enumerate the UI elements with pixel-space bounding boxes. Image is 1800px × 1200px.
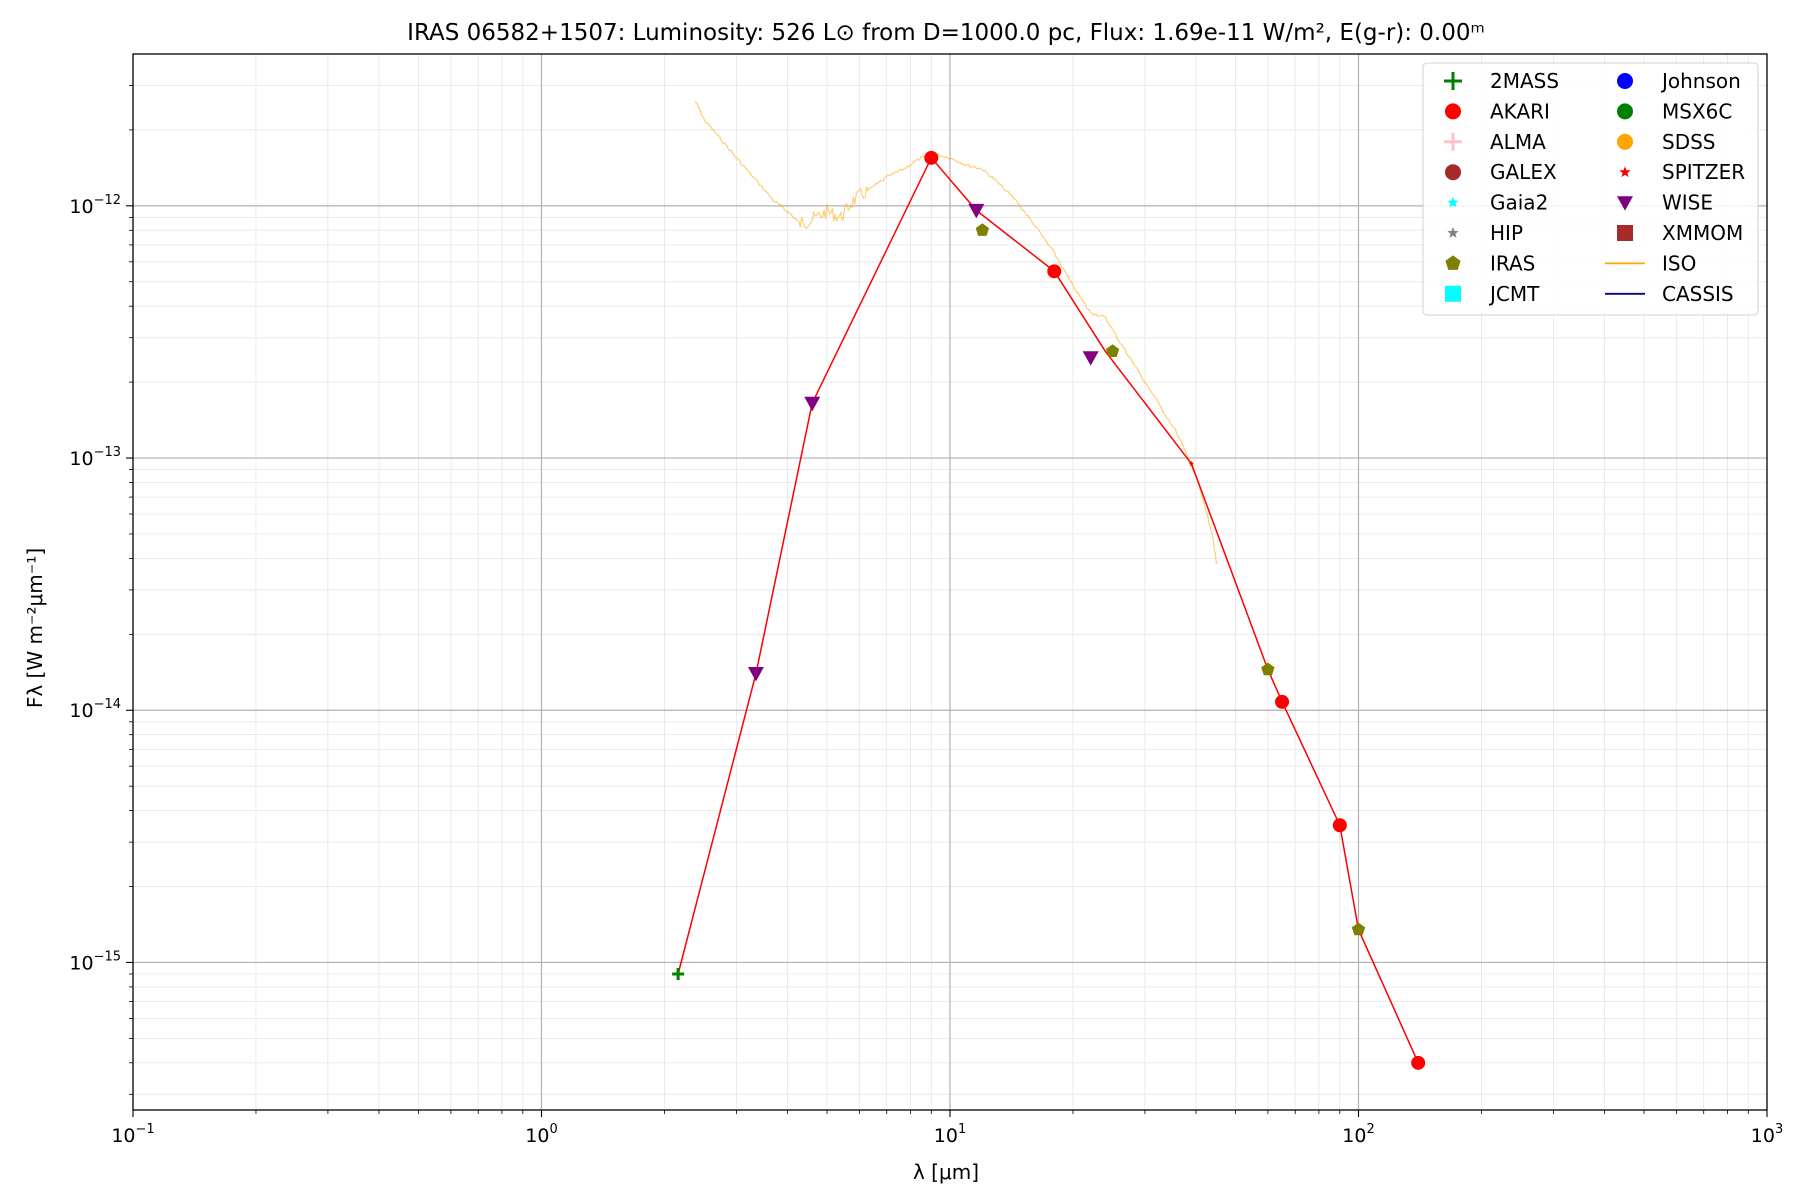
legend-item: Gaia2 (1447, 191, 1548, 215)
legend-item: MSX6C (1617, 99, 1732, 123)
legend-item: SPITZER (1619, 160, 1745, 184)
x-tick-label: 10−1 (111, 1122, 154, 1147)
legend-marker-spitzer (1619, 166, 1631, 178)
legend-label: Gaia2 (1490, 191, 1548, 215)
legend-label: Johnson (1660, 69, 1741, 93)
data-point-akari (1332, 818, 1347, 833)
legend-label: SPITZER (1662, 160, 1745, 184)
legend-marker-johnson (1617, 73, 1633, 89)
x-axis-label: λ [μm] (913, 1160, 979, 1184)
legend-item: 2MASS (1444, 69, 1559, 93)
legend-label: WISE (1662, 191, 1713, 215)
x-tick-label: 100 (525, 1122, 557, 1147)
minor-grid (133, 54, 1767, 1110)
legend-item: SDSS (1617, 130, 1716, 154)
legend-item: JCMT (1445, 282, 1540, 306)
legend-item: ALMA (1444, 130, 1546, 154)
data-point-2mass (672, 967, 685, 980)
data-point-wise (747, 666, 764, 682)
x-tick-label: 101 (934, 1122, 966, 1147)
legend-item: CASSIS (1605, 282, 1734, 306)
data-point-wise (804, 396, 821, 412)
legend-marker-sdss (1617, 133, 1633, 150)
legend-item: Johnson (1617, 69, 1741, 93)
legend-item: HIP (1447, 221, 1523, 245)
x-tick-label: 102 (1342, 1122, 1374, 1147)
data-point-iras (1261, 662, 1275, 676)
legend-marker-2mass (1444, 72, 1462, 90)
x-tick-label: 103 (1751, 1122, 1783, 1147)
legend-item: WISE (1617, 191, 1713, 215)
legend-label: 2MASS (1490, 69, 1559, 93)
legend-label: JCMT (1488, 282, 1540, 306)
legend-marker-msx6c (1617, 103, 1633, 120)
chart-title: IRAS 06582+1507: Luminosity: 526 L⊙ from… (407, 20, 1485, 46)
data-point-iras (1105, 344, 1120, 357)
legend-item: ISO (1605, 251, 1696, 275)
legend-marker-akari (1445, 103, 1461, 120)
y-tick-label: 10−12 (69, 193, 121, 218)
legend-label: SDSS (1662, 130, 1716, 154)
legend-marker-xmmom (1617, 225, 1633, 241)
y-axis-label: Fλ [W m⁻²μm⁻¹] (23, 548, 47, 708)
legend-marker-iras (1445, 255, 1461, 270)
legend: 2MASS AKARI ALMA GALEX Gaia2 HIP IRAS JCMT Johns… (1422, 62, 1759, 316)
legend-box (1422, 62, 1759, 316)
legend-marker-hip (1447, 227, 1459, 238)
legend-marker-galex (1445, 164, 1461, 181)
legend-label: GALEX (1490, 160, 1557, 184)
major-grid (133, 54, 1767, 1110)
data-point-akari (924, 150, 939, 165)
data-point-akari (1275, 694, 1290, 709)
data-point-wise (968, 203, 985, 219)
y-tick-label: 10−13 (69, 445, 121, 470)
legend-item: AKARI (1445, 99, 1550, 123)
legend-marker-gaia2 (1447, 196, 1459, 208)
y-tick-label: 10−14 (69, 697, 121, 722)
legend-label: ISO (1662, 251, 1696, 275)
legend-label: ALMA (1490, 130, 1546, 154)
iso-spectrum-line (694, 100, 1218, 565)
data-point-iras (1351, 922, 1366, 936)
legend-label: IRAS (1490, 251, 1535, 275)
legend-marker-alma (1444, 132, 1462, 151)
data-point-akari (1047, 264, 1062, 279)
legend-marker-jcmt (1445, 285, 1461, 302)
legend-label: CASSIS (1662, 282, 1734, 306)
legend-item: XMMOM (1617, 221, 1743, 245)
tick-labels: 10−1 100 101 102 103 10−15 10−14 10−13 10−12 (69, 193, 1783, 1147)
data-point-spitzer (1188, 460, 1195, 467)
y-tick-label: 10−15 (69, 949, 121, 974)
axis-ticks (126, 85, 1768, 1117)
data-point-wise (1082, 351, 1099, 366)
legend-label: HIP (1490, 221, 1523, 245)
data-point-iras (975, 223, 989, 236)
legend-label: MSX6C (1662, 99, 1732, 123)
data-point-akari (1411, 1055, 1426, 1070)
legend-marker-wise (1617, 196, 1633, 211)
legend-item: IRAS (1445, 251, 1535, 275)
legend-item: GALEX (1445, 160, 1557, 184)
legend-label: XMMOM (1662, 221, 1743, 245)
data-layer (672, 100, 1426, 1070)
legend-label: AKARI (1490, 99, 1550, 123)
